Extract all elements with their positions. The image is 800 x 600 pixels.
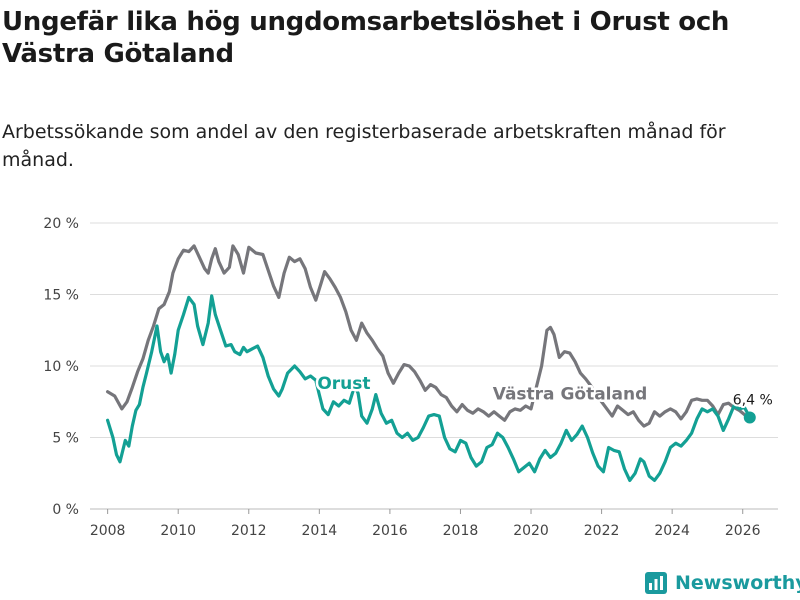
vastra-gotaland-series-label: Västra Götaland	[493, 384, 648, 404]
orust-line	[106, 294, 752, 482]
chart-subtitle: Arbetssökande som andel av den registerb…	[2, 121, 726, 171]
orust-series-label: Orust	[317, 374, 370, 394]
x-axis-ticks: 2008 2010 2012 2014 2016 2018 2020 2022 2024 2026	[90, 509, 761, 539]
x-tick-label: 2014	[302, 523, 338, 539]
last-value-dot	[743, 411, 756, 424]
y-tick-label: 5 %	[52, 431, 79, 447]
last-value-label: 6,4 %	[733, 392, 773, 408]
x-tick-label: 2022	[584, 523, 620, 539]
y-tick-label: 15 %	[43, 288, 79, 304]
newsworthy-logo[interactable]: Newsworthy	[644, 569, 800, 597]
y-tick-label: 10 %	[43, 359, 79, 375]
series-lines	[106, 244, 752, 482]
x-tick-label: 2020	[513, 523, 549, 539]
series-labels: Orust Västra Götaland 6,4 %	[315, 372, 775, 411]
gridlines	[90, 222, 778, 510]
x-tick-label: 2026	[725, 523, 761, 539]
y-tick-label: 20 %	[43, 216, 79, 232]
x-tick-label: 2008	[90, 523, 126, 539]
x-tick-label: 2018	[443, 523, 479, 539]
x-tick-label: 2016	[372, 523, 408, 539]
y-tick-label: 0 %	[52, 502, 79, 518]
x-tick-label: 2012	[231, 523, 267, 539]
brand-name: Newsworthy	[675, 572, 800, 594]
x-tick-label: 2024	[654, 523, 690, 539]
chart-title: Ungefär lika hög ungdomsarbetslöshet i O…	[2, 7, 730, 69]
x-tick-label: 2010	[160, 523, 196, 539]
newsworthy-chart-icon	[645, 572, 667, 594]
vastra-gotaland-line	[106, 244, 747, 428]
y-axis-ticks: 0 % 5 % 10 % 15 % 20 %	[43, 216, 79, 518]
